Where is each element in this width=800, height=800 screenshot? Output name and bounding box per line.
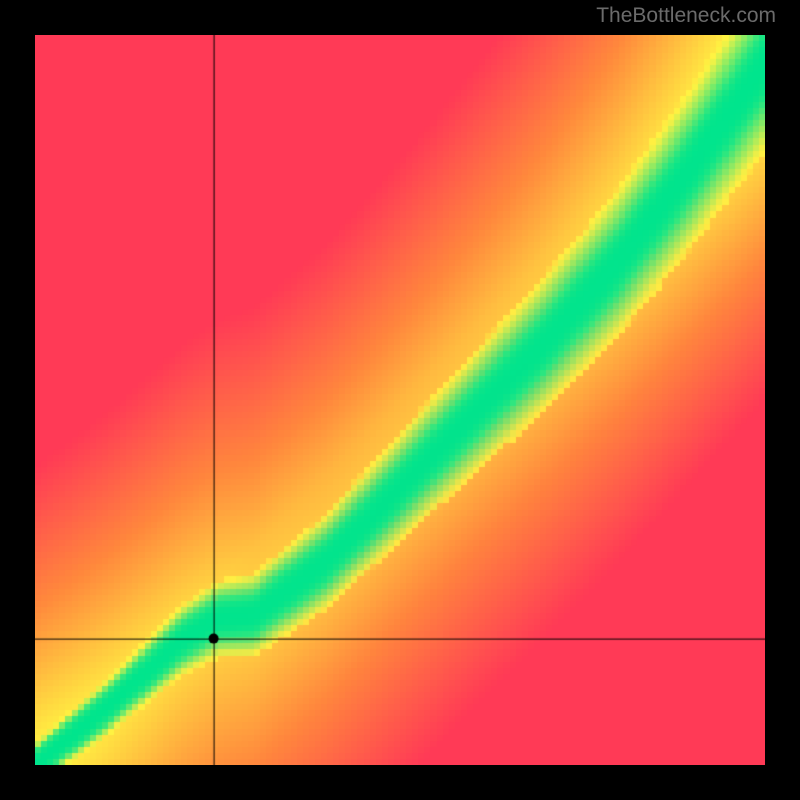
watermark-text: TheBottleneck.com (596, 4, 776, 28)
heatmap-plot (35, 35, 765, 765)
chart-container: TheBottleneck.com (0, 0, 800, 800)
heatmap-canvas (35, 35, 765, 765)
